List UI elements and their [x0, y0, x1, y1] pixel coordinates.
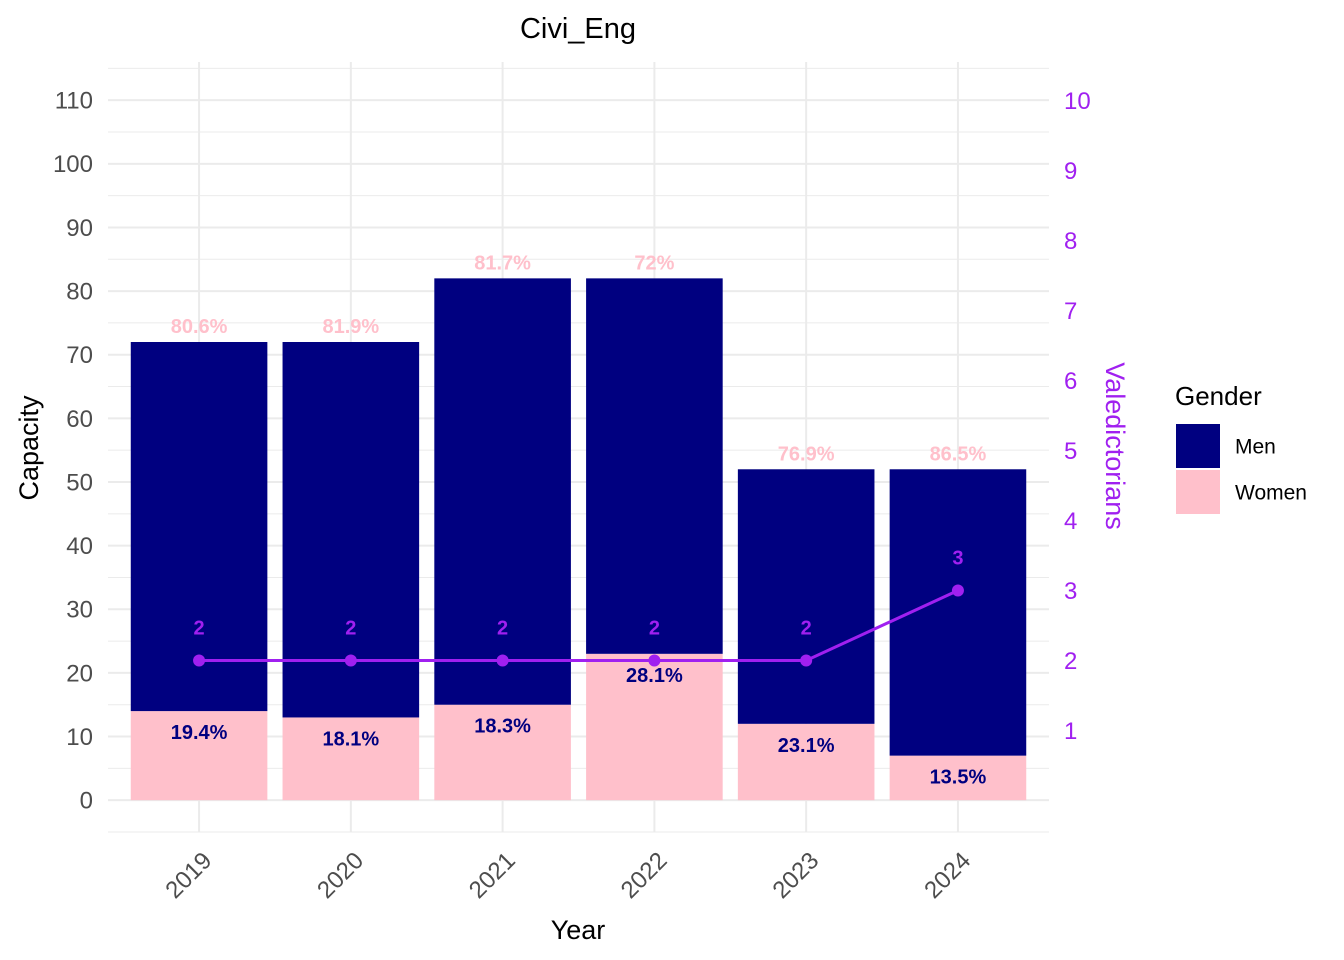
men-pct-label: 86.5% — [930, 443, 987, 465]
valedictorian-label: 2 — [497, 618, 508, 640]
bar-women-2021 — [434, 704, 571, 801]
data-labels: 80.6% 19.4% 81.9% 18.1% 81.7% 18.3% 72% 28.1% 76… — [171, 252, 987, 788]
men-pct-label: 76.9% — [778, 443, 835, 465]
bar-women-2020 — [282, 717, 420, 801]
y2-tick-label: 6 — [1064, 368, 1077, 395]
x-tick-label: 2021 — [464, 847, 521, 904]
x-tick-label: 2022 — [616, 847, 673, 904]
legend-label-men: Men — [1235, 435, 1276, 458]
legend-swatch-women — [1176, 470, 1220, 514]
women-pct-label: 19.4% — [171, 722, 228, 744]
bar-women-2022 — [586, 653, 723, 801]
valedictorian-line — [193, 584, 964, 667]
y2-tick-label: 2 — [1064, 648, 1077, 675]
bar-women-2019 — [130, 711, 268, 801]
men-pct-label: 80.6% — [171, 316, 228, 338]
valedictorian-point — [800, 654, 813, 667]
valedictorian-point — [193, 654, 206, 667]
y2-tick-label: 4 — [1064, 508, 1077, 535]
valedictorian-point — [951, 584, 964, 597]
y-tick-label: 70 — [66, 342, 93, 369]
y2-tick-label: 10 — [1064, 88, 1091, 115]
bar-men-2022 — [586, 278, 723, 654]
legend-title: Gender — [1175, 381, 1262, 411]
y-tick-label: 50 — [66, 469, 93, 496]
legend-swatch-men — [1176, 424, 1220, 468]
y-tick-label: 80 — [66, 278, 93, 305]
legend: Gender Men Women — [1175, 381, 1307, 514]
women-pct-label: 18.1% — [322, 728, 379, 750]
bar-women-2024 — [889, 755, 1027, 801]
valedictorian-line-path — [199, 589, 959, 662]
women-pct-label: 18.3% — [474, 716, 531, 738]
y2-tick-label: 8 — [1064, 228, 1077, 255]
y2-tick-label: 3 — [1064, 578, 1077, 605]
valedictorian-label: 2 — [345, 618, 356, 640]
women-pct-label: 13.5% — [930, 767, 987, 789]
y2-tick-label: 1 — [1064, 718, 1077, 745]
bar-men-2023 — [737, 469, 875, 724]
x-tick-label: 2023 — [767, 847, 824, 904]
men-pct-label: 81.9% — [322, 316, 379, 338]
x-tick-label: 2020 — [312, 847, 369, 904]
valedictorian-point — [496, 654, 509, 667]
x-axis-title: Year — [551, 915, 606, 945]
y-tick-label: 40 — [66, 533, 93, 560]
y-tick-label: 30 — [66, 597, 93, 624]
y2-tick-label: 5 — [1064, 438, 1077, 465]
women-pct-label: 23.1% — [778, 735, 835, 757]
y-tick-label: 90 — [66, 215, 93, 242]
women-pct-label: 28.1% — [626, 665, 683, 687]
x-tick-label: 2019 — [160, 847, 217, 904]
x-tick-label: 2024 — [919, 847, 976, 904]
valedictorian-label: 2 — [801, 618, 812, 640]
legend-label-women: Women — [1235, 481, 1307, 504]
y-tick-label: 60 — [66, 406, 93, 433]
valedictorian-label: 2 — [194, 618, 205, 640]
bar-men-2019 — [130, 342, 268, 712]
valedictorian-point — [648, 654, 661, 667]
bar-women-2023 — [737, 723, 875, 801]
men-pct-label: 81.7% — [474, 252, 531, 274]
y-tick-label: 20 — [66, 660, 93, 687]
y2-tick-label: 9 — [1064, 158, 1077, 185]
men-pct-label: 72% — [634, 252, 674, 274]
y2-axis-title: Valedictorians — [1100, 362, 1130, 530]
y-axis-title: Capacity — [14, 395, 44, 501]
y-tick-label: 0 — [80, 788, 93, 815]
bar-men-2021 — [434, 278, 571, 705]
y-tick-label: 100 — [53, 151, 93, 178]
bars — [130, 278, 1027, 801]
valedictorian-label: 3 — [952, 548, 963, 570]
valedictorian-point — [344, 654, 357, 667]
y-tick-label: 10 — [66, 724, 93, 751]
chart-title: Civi_Eng — [520, 13, 636, 45]
y2-tick-label: 7 — [1064, 298, 1077, 325]
valedictorian-label: 2 — [649, 618, 660, 640]
y-tick-label: 110 — [55, 88, 93, 115]
